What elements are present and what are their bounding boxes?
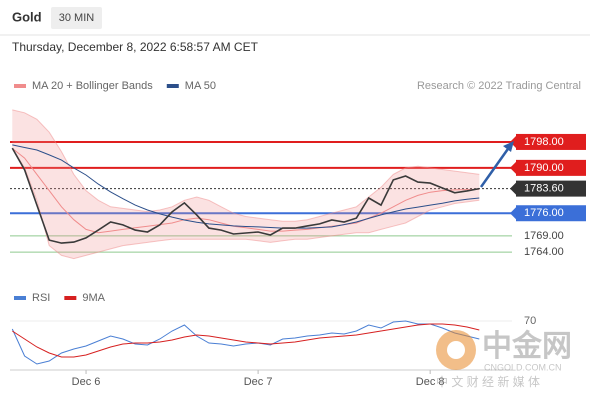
level-box bbox=[516, 159, 586, 176]
level-label: 1790.00 bbox=[524, 162, 564, 174]
timestamp: Thursday, December 8, 2022 6:58:57 AM CE… bbox=[12, 40, 259, 54]
price-line bbox=[11, 147, 480, 244]
series-line bbox=[11, 148, 480, 234]
interval-button[interactable] bbox=[51, 7, 102, 29]
legend-label: MA 20 + Bollinger Bands bbox=[32, 80, 153, 92]
watermark-logo-inner bbox=[447, 341, 465, 359]
level-box bbox=[516, 205, 586, 222]
watermark-site: CNGOLD.COM.CN bbox=[484, 362, 562, 372]
series-line bbox=[12, 144, 480, 229]
level-label: 1769.00 bbox=[524, 230, 564, 242]
legend-label: RSI bbox=[32, 292, 50, 304]
level-label: 1776.00 bbox=[524, 207, 564, 219]
y-tick-label: 70 bbox=[524, 315, 536, 327]
level-label: 1783.60 bbox=[524, 183, 564, 195]
watermark-tagline: 中 文 财 经 新 媒 体 bbox=[436, 374, 540, 389]
symbol: Gold bbox=[12, 9, 42, 24]
x-tick-label: Dec 7 bbox=[244, 376, 273, 388]
series-line bbox=[12, 323, 480, 358]
legend-label: 9MA bbox=[82, 292, 105, 304]
bollinger-upper bbox=[12, 109, 480, 222]
level-label: 1764.00 bbox=[524, 246, 564, 258]
credit: Research © 2022 Trading Central bbox=[417, 80, 581, 92]
watermark-brand: 中金网 bbox=[482, 329, 572, 363]
trend-arrow bbox=[479, 145, 512, 188]
trend-arrow-head bbox=[503, 141, 514, 152]
legend-swatch bbox=[14, 296, 26, 300]
level-box bbox=[516, 180, 586, 197]
level-pointer bbox=[510, 161, 516, 174]
x-tick-label: Dec 6 bbox=[72, 376, 101, 388]
watermark: 中金网 CNGOLD.COM.CN 中 文 财 经 新 媒 体 bbox=[436, 329, 572, 389]
bollinger-fill bbox=[12, 109, 480, 259]
x-tick-label: Dec 8 bbox=[416, 376, 445, 388]
interval[interactable]: 30 MIN bbox=[59, 12, 95, 24]
level-pointer bbox=[510, 207, 516, 220]
level-label: 1798.00 bbox=[524, 136, 564, 148]
legend-swatch bbox=[64, 296, 77, 300]
legend-label: MA 50 bbox=[185, 80, 216, 92]
level-box bbox=[516, 133, 586, 150]
bollinger-lower bbox=[11, 148, 480, 260]
legend-swatch bbox=[14, 84, 26, 88]
series-line bbox=[11, 320, 480, 365]
level-pointer bbox=[510, 182, 516, 195]
legend-swatch bbox=[166, 84, 179, 88]
